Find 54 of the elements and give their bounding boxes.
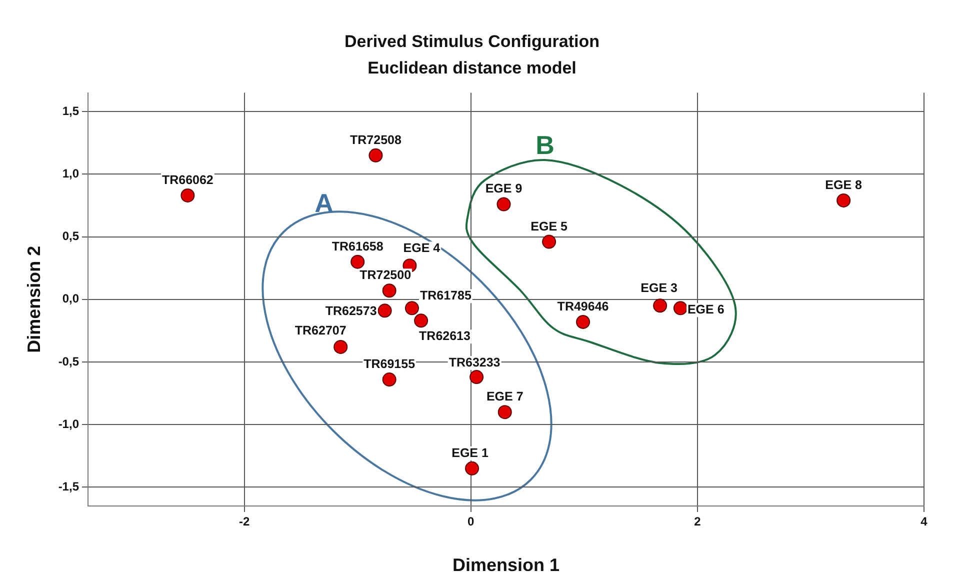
point xyxy=(673,301,688,316)
y-tick-label: 0,0 xyxy=(62,292,80,306)
annotation: TR49646 xyxy=(557,299,609,314)
y-tick-label: -1,0 xyxy=(58,416,80,431)
point xyxy=(465,461,480,476)
chart-subtitle: Euclidean distance model xyxy=(368,58,576,78)
annotation: EGE 9 xyxy=(485,182,522,196)
annotation: EGE 7 xyxy=(486,390,524,404)
annotation: TR69155 xyxy=(364,356,416,371)
annotation: EGE 3 xyxy=(640,281,678,296)
point xyxy=(496,197,511,212)
point xyxy=(470,370,484,384)
y-tick-label: 1,5 xyxy=(62,104,80,118)
y-tick-label: 1,0 xyxy=(62,166,80,180)
point xyxy=(414,314,428,328)
annotation: TR72500 xyxy=(360,268,412,282)
point xyxy=(542,234,556,249)
point xyxy=(653,298,668,313)
x-tick-label: 4 xyxy=(920,514,928,529)
annotation: TR63233 xyxy=(448,355,500,370)
point xyxy=(498,405,512,420)
annotation: B xyxy=(536,130,554,160)
annotation: EGE 5 xyxy=(530,219,568,234)
annotation: A xyxy=(314,188,334,218)
point xyxy=(836,193,851,208)
x-tick-label: 0 xyxy=(468,514,475,529)
point xyxy=(350,254,365,269)
y-tick-label: -1,5 xyxy=(58,480,80,494)
annotation: TR61785 xyxy=(420,288,472,303)
annotation: TR72508 xyxy=(350,132,402,147)
annotation: EGE 8 xyxy=(825,178,862,192)
x-axis-title: Dimension 1 xyxy=(452,555,560,576)
y-axis-title: Dimension 2 xyxy=(24,246,44,353)
annotation: EGE 4 xyxy=(403,241,440,256)
y-tick-label: 0,5 xyxy=(62,229,80,244)
point xyxy=(368,148,383,162)
annotation: TR62707 xyxy=(294,323,346,338)
point xyxy=(180,188,195,202)
point xyxy=(378,304,392,318)
point xyxy=(334,340,348,354)
y-tick-label: -0,5 xyxy=(58,354,80,368)
point xyxy=(576,314,590,329)
annotation: TR62573 xyxy=(325,304,377,318)
annotation: TR66062 xyxy=(162,172,214,187)
point xyxy=(382,372,396,387)
x-tick-label: -2 xyxy=(238,514,250,529)
x-tick-label: 2 xyxy=(694,514,702,529)
annotation: EGE 6 xyxy=(687,302,724,317)
annotation: TR62613 xyxy=(419,329,471,344)
chart-title: Derived Stimulus Configuration xyxy=(344,32,600,51)
annotation: TR61658 xyxy=(332,239,384,254)
annotation: EGE 1 xyxy=(452,446,488,460)
point xyxy=(404,301,419,316)
point xyxy=(382,284,396,298)
